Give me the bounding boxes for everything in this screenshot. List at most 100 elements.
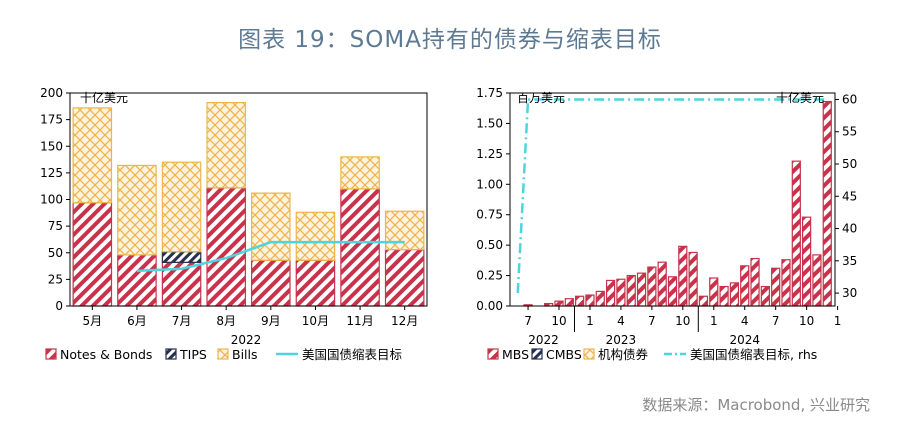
chart1-frame — [69, 92, 428, 307]
x-tick-label: 7 — [772, 314, 780, 328]
y-tick-label-right: 40 — [842, 222, 857, 236]
bar-notes-bonds-1 — [72, 202, 113, 307]
bar-mbs-16 — [667, 276, 678, 307]
chart2-left-unit-label: 百万美元 — [517, 91, 565, 105]
chart2-right-unit-label: 十亿美元 — [776, 90, 824, 105]
bar-mbs-13 — [636, 272, 647, 307]
legend-label-mbs: MBS — [502, 347, 529, 362]
source-note: 数据来源：Macrobond, 兴业研究 — [642, 396, 870, 414]
bar-mbs-22 — [729, 282, 740, 307]
legend-swatch-tips — [165, 348, 177, 360]
x-tick-label: 10月 — [302, 314, 329, 328]
x-tick-label: 10 — [551, 314, 566, 328]
legend-swatch-cmbs — [531, 348, 543, 360]
y-tick-label-right: 50 — [842, 157, 857, 171]
bar-tips-3 — [161, 251, 202, 263]
bar-mbs-2 — [523, 304, 533, 307]
y-tick-label: 175 — [40, 113, 63, 127]
x-tick-label: 9月 — [261, 314, 281, 328]
bar-notes-bonds-2 — [117, 254, 157, 307]
x-tick-label: 7月 — [172, 314, 192, 328]
legend-swatch-mbs — [487, 348, 499, 360]
bar-mbs-5 — [554, 300, 564, 307]
bar-mbs-12 — [626, 274, 636, 307]
x-tick-label: 1 — [834, 314, 842, 328]
bar-mbs-8 — [585, 294, 595, 307]
legend-label-tips: TIPS — [179, 347, 207, 362]
x-tick-label: 10 — [675, 314, 690, 328]
y-tick-label: 125 — [40, 166, 63, 180]
y-tick-label: 150 — [40, 139, 63, 153]
bar-mbs-27 — [781, 259, 791, 307]
y-tick-label: 100 — [40, 193, 63, 207]
y-tick-label-right: 55 — [842, 125, 857, 139]
bar-bills-1 — [72, 107, 113, 204]
bar-notes-bonds-7 — [340, 188, 380, 307]
legend-label-target-rhs: 美国国债缩表目标, rhs — [690, 347, 817, 362]
legend-swatch-agency — [583, 348, 595, 360]
bar-mbs-9 — [595, 290, 605, 307]
x-tick-label: 1 — [710, 314, 718, 328]
y-tick-label: 200 — [40, 86, 63, 100]
y-tick-label: 0 — [55, 299, 63, 313]
y-tick-label-left: 1.50 — [476, 116, 503, 130]
bar-mbs-28 — [791, 160, 801, 307]
chart1-legend: Notes & Bonds TIPS Bills 美国国债缩表目标 — [45, 347, 402, 362]
x-tick-label: 4 — [741, 314, 749, 328]
y-tick-label-left: 0.00 — [476, 299, 503, 313]
chart2-legend: MBS CMBS 机构债券 美国国债缩表目标, rhs — [487, 347, 817, 362]
chart1-unit-label: 十亿美元 — [80, 90, 128, 105]
bar-notes-bonds-8 — [384, 248, 425, 307]
y-tick-label: 75 — [48, 219, 63, 233]
legend-label-cmbs: CMBS — [546, 347, 582, 362]
bar-mbs-6 — [564, 298, 574, 307]
bar-notes-bonds-3 — [161, 261, 202, 307]
bar-mbs-21 — [719, 285, 729, 307]
x-tick-label: 11月 — [346, 314, 373, 328]
chart1-year-label: 2022 — [231, 333, 262, 347]
bar-mbs-29 — [802, 216, 812, 307]
y-tick-label-right: 35 — [842, 254, 857, 268]
x-year-label: 2024 — [729, 333, 760, 347]
x-tick-label: 5月 — [82, 314, 102, 328]
bar-bills-3 — [161, 161, 202, 253]
x-year-label: 2022 — [528, 333, 559, 347]
legend-label-bills: Bills — [232, 347, 258, 362]
bar-mbs-4 — [544, 302, 554, 307]
x-tick-label: 4 — [617, 314, 625, 328]
y-tick-label-left: 1.25 — [476, 147, 503, 161]
y-tick-label-left: 0.50 — [476, 238, 503, 252]
chart2-frame — [509, 92, 836, 307]
x-tick-label: 7 — [648, 314, 656, 328]
legend-label-agency: 机构债券 — [598, 347, 649, 362]
y-tick-label-left: 0.75 — [476, 208, 503, 222]
bar-mbs-15 — [657, 261, 667, 307]
bar-notes-bonds-6 — [295, 259, 336, 307]
y-tick-label-right: 45 — [842, 189, 857, 203]
x-tick-label: 1 — [586, 314, 594, 328]
y-tick-label-left: 1.75 — [476, 86, 503, 100]
y-tick-label-right: 30 — [842, 286, 857, 300]
y-tick-label-left: 0.25 — [476, 269, 503, 283]
bar-mbs-26 — [771, 267, 781, 307]
legend-label-target: 美国国债缩表目标 — [302, 347, 402, 362]
x-tick-label: 10 — [799, 314, 814, 328]
x-tick-label: 12月 — [391, 314, 418, 328]
bar-bills-6 — [295, 211, 336, 261]
bar-bills-4 — [206, 101, 246, 189]
legend-swatch-bills — [217, 348, 229, 360]
bar-mbs-7 — [575, 295, 585, 307]
y-tick-label-left: 1.00 — [476, 177, 503, 191]
y-tick-label-right: 60 — [842, 92, 857, 106]
legend-swatch-notes-bonds — [45, 348, 57, 360]
bar-mbs-11 — [616, 278, 626, 307]
bar-bills-5 — [251, 192, 291, 261]
bar-mbs-25 — [760, 285, 770, 307]
bar-notes-bonds-4 — [206, 187, 246, 307]
bar-mbs-19 — [698, 295, 709, 307]
target-line — [136, 240, 405, 273]
bar-mbs-18 — [688, 251, 698, 307]
bar-bills-8 — [384, 210, 425, 251]
bar-mbs-23 — [740, 265, 750, 307]
